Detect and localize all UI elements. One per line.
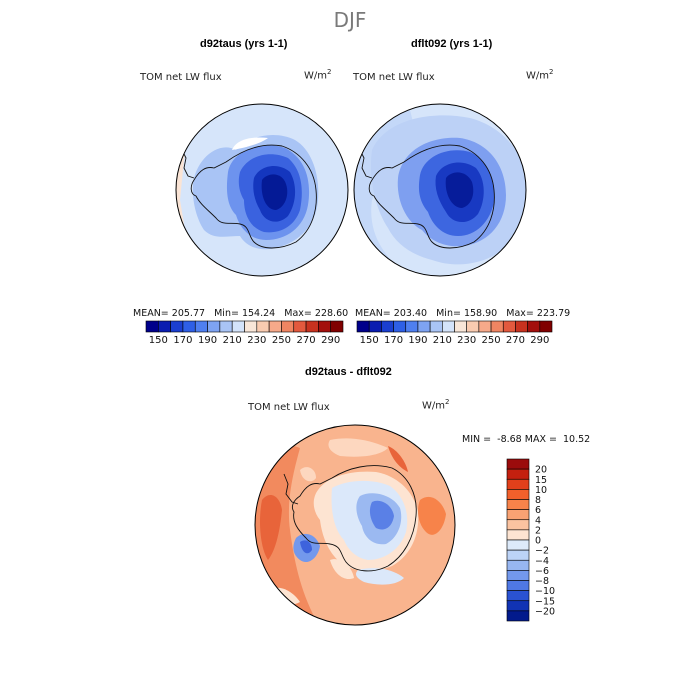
panel3-colorbar-box: [506, 478, 530, 490]
panel3-colorbar-box: [506, 600, 530, 612]
panel3-colorbar-box: [506, 610, 530, 622]
panel3-colorbar-box: [506, 489, 530, 500]
panel2-colorbar-tick-label: 210: [433, 335, 452, 346]
panel3-colorbar-box: [506, 519, 530, 531]
panel2-field-label: TOM net LW flux: [353, 72, 435, 83]
panel2-colorbar-tick-label: 250: [482, 335, 501, 346]
page-title: DJF: [333, 8, 367, 32]
panel1-core-deep: [261, 174, 288, 210]
panel1-colorbar-tick-label: 270: [297, 335, 316, 346]
panel3-colorbar-box: [506, 580, 530, 591]
panel3-colorbar-box: [506, 549, 530, 561]
panel3-colorbar-box: [506, 468, 530, 480]
panel3-field-label: TOM net LW flux: [248, 402, 330, 413]
panel2-colorbar-box: [539, 320, 553, 333]
panel2-colorbar-tick-label: 190: [408, 335, 427, 346]
panel3-colorbar-box: [506, 559, 530, 571]
panel2-colorbar-tick-label: 230: [457, 335, 476, 346]
panel3-colorbar-tick-label: −2: [535, 546, 549, 557]
panel1-field-label: TOM net LW flux: [140, 72, 222, 83]
panel2-title: dflt092 (yrs 1-1): [411, 38, 493, 50]
panel3-units: W/m2: [422, 398, 450, 412]
panel2-colorbar-tick-label: 290: [530, 335, 549, 346]
panel1-colorbar-tick-label: 250: [272, 335, 291, 346]
panel3-colorbar-tick-label: −4: [535, 556, 549, 567]
panel1-colorbar-tick-label: 150: [149, 335, 168, 346]
panel2-coastline: [368, 144, 495, 249]
panel3-coastline: [291, 465, 417, 572]
panel1-colorbar-tick-label: 230: [247, 335, 266, 346]
panel1-colorbar-tick-label: 190: [198, 335, 217, 346]
panel3-colorbar-box: [506, 499, 530, 510]
panel3-colorbar-tick-label: −8: [535, 576, 549, 587]
panel2-stats: MEAN= 203.40 Min= 158.90 Max= 223.79: [355, 308, 571, 319]
panel1-stats: MEAN= 205.77 Min= 154.24 Max= 228.60: [133, 308, 349, 319]
panel3-colorbar-tick-label: −6: [535, 566, 549, 577]
panel3-colorbar-tick-label: 20: [535, 465, 547, 476]
panel3-colorbar-box: [506, 590, 530, 602]
panel3-colorbar-tick-label: 2: [535, 525, 541, 536]
panel3-stats: MIN = -8.68 MAX = 10.52: [462, 434, 591, 445]
panel2-units: W/m2: [526, 68, 554, 82]
panel3-colorbar-tick-label: 15: [535, 475, 547, 486]
panel3-colorbar-tick-label: 8: [535, 495, 541, 506]
panel3-colorbar-tick-label: 6: [535, 505, 541, 516]
panel1-title: d92taus (yrs 1-1): [200, 38, 288, 50]
panel2-colorbar-tick-label: 170: [384, 335, 403, 346]
panel3-colorbar-tick-label: 4: [535, 515, 541, 526]
panel1-coastline: [190, 144, 317, 249]
panel1-colorbar-tick-label: 170: [173, 335, 192, 346]
panel3-colorbar-tick-label: 0: [535, 536, 541, 547]
panel1-units: W/m2: [304, 68, 332, 82]
panel3-colorbar-tick-label: 10: [535, 485, 547, 496]
panel3-colorbar-tick-label: −10: [535, 586, 555, 597]
panel1-colorbar-box: [330, 320, 344, 333]
panel3-colorbar-box: [506, 529, 530, 541]
panel2-colorbar-tick-label: 150: [360, 335, 379, 346]
panel3-colorbar-box: [506, 509, 530, 521]
panel1-colorbar-tick-label: 290: [321, 335, 340, 346]
panel3-colorbar-box: [506, 458, 530, 470]
panel1-colorbar-tick-label: 210: [223, 335, 242, 346]
panel3-colorbar-box: [506, 539, 530, 551]
panel3-title: d92taus - dflt092: [305, 366, 392, 378]
panel3-colorbar-tick-label: −15: [535, 596, 555, 607]
panel2-colorbar-tick-label: 270: [506, 335, 525, 346]
panel3-colorbar-tick-label: −20: [535, 606, 555, 617]
panel3-colorbar-box: [506, 570, 530, 581]
